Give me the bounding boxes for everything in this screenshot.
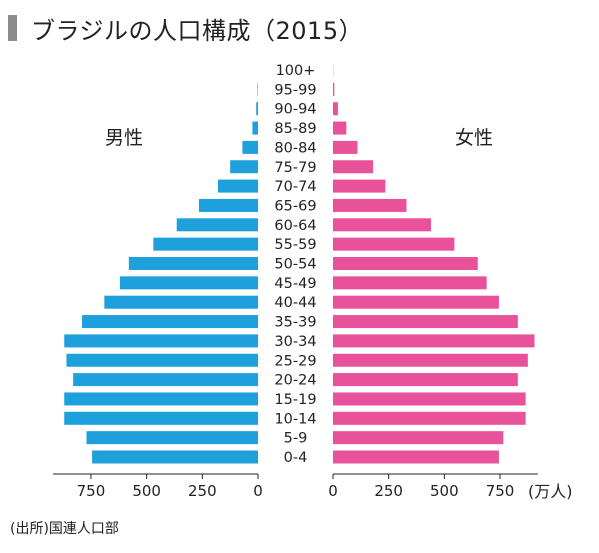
chart-title: ブラジルの人口構成（2015） bbox=[31, 16, 364, 45]
age-label-20-24: 20-24 bbox=[274, 373, 316, 389]
male-bar-5-9 bbox=[86, 431, 258, 445]
age-label-85-89: 85-89 bbox=[274, 121, 316, 137]
age-labels: 0-4 5-9 10-14 15-19 20-24 25-29 30-34 35-39 40-4… bbox=[274, 63, 316, 466]
female-bar-60-64 bbox=[333, 218, 431, 232]
age-label-40-44: 40-44 bbox=[274, 295, 316, 311]
age-label-5-9: 5-9 bbox=[284, 431, 308, 447]
unit-label: (万人) bbox=[528, 482, 573, 501]
age-label-25-29: 25-29 bbox=[274, 353, 316, 369]
age-label-0-4: 0-4 bbox=[284, 450, 308, 466]
tick-label-750: 750 bbox=[77, 482, 106, 500]
female-bar-75-79 bbox=[333, 160, 374, 174]
male-bar-75-79 bbox=[230, 160, 258, 174]
age-label-75-79: 75-79 bbox=[274, 160, 316, 176]
age-label-60-64: 60-64 bbox=[274, 218, 316, 234]
male-bar-80-84 bbox=[242, 140, 258, 154]
male-bar-55-59 bbox=[153, 237, 258, 251]
male-bar-65-69 bbox=[198, 198, 258, 212]
age-label-70-74: 70-74 bbox=[274, 179, 316, 195]
female-bar-20-24 bbox=[333, 373, 518, 387]
age-label-45-49: 45-49 bbox=[274, 276, 316, 292]
female-series-label: 女性 bbox=[455, 127, 493, 149]
male-bar-85-89 bbox=[252, 121, 258, 135]
tick-label-500: 500 bbox=[132, 482, 161, 500]
age-label-80-84: 80-84 bbox=[274, 140, 316, 156]
male-bar-20-24 bbox=[73, 373, 258, 387]
male-bar-10-14 bbox=[64, 411, 258, 425]
tick-label-250: 250 bbox=[188, 482, 217, 500]
female-bar-25-29 bbox=[333, 353, 528, 367]
age-label-55-59: 55-59 bbox=[274, 237, 316, 253]
age-label-95-99: 95-99 bbox=[274, 82, 316, 98]
female-bar-90-94 bbox=[333, 102, 338, 116]
tick-label-0: 0 bbox=[253, 482, 263, 500]
male-axis: 750 500 250 0 bbox=[53, 473, 263, 500]
female-bar-10-14 bbox=[333, 411, 526, 425]
female-bar-80-84 bbox=[333, 140, 358, 154]
age-label-50-54: 50-54 bbox=[274, 257, 316, 273]
female-bars bbox=[333, 63, 535, 464]
age-label-15-19: 15-19 bbox=[274, 392, 316, 408]
female-bar-95-99 bbox=[333, 82, 335, 96]
age-label-35-39: 35-39 bbox=[274, 315, 316, 331]
tick-label-250: 250 bbox=[374, 482, 403, 500]
male-bar-45-49 bbox=[119, 276, 259, 290]
female-bar-45-49 bbox=[333, 276, 487, 290]
male-bar-40-44 bbox=[104, 295, 258, 309]
female-bar-5-9 bbox=[333, 431, 504, 445]
female-axis: 0 250 500 750 bbox=[328, 473, 538, 500]
age-label-30-34: 30-34 bbox=[274, 334, 316, 350]
female-bar-55-59 bbox=[333, 237, 455, 251]
male-bar-50-54 bbox=[128, 257, 258, 270]
male-bar-70-74 bbox=[217, 179, 258, 193]
female-bar-85-89 bbox=[333, 121, 347, 135]
male-bar-0-4 bbox=[92, 450, 258, 464]
female-bar-30-34 bbox=[333, 334, 535, 348]
title-mark bbox=[8, 15, 17, 41]
title-bar: ブラジルの人口構成（2015） bbox=[8, 8, 363, 48]
female-bar-35-39 bbox=[333, 315, 518, 329]
female-bar-50-54 bbox=[333, 257, 478, 270]
female-bar-65-69 bbox=[333, 198, 407, 212]
age-label-100+: 100+ bbox=[276, 63, 316, 79]
tick-label-0: 0 bbox=[328, 482, 338, 500]
female-bar-40-44 bbox=[333, 295, 499, 309]
male-bar-30-34 bbox=[64, 334, 258, 348]
age-label-65-69: 65-69 bbox=[274, 198, 316, 214]
male-bar-60-64 bbox=[176, 218, 258, 232]
male-bar-35-39 bbox=[82, 315, 258, 329]
female-bar-15-19 bbox=[333, 392, 526, 406]
male-bar-90-94 bbox=[256, 102, 258, 116]
male-bar-15-19 bbox=[64, 392, 258, 406]
tick-label-750: 750 bbox=[486, 482, 515, 500]
male-bars bbox=[64, 82, 259, 464]
source-note: (出所)国連人口部 bbox=[10, 521, 119, 537]
age-label-10-14: 10-14 bbox=[274, 411, 316, 427]
tick-label-500: 500 bbox=[430, 482, 459, 500]
male-bar-25-29 bbox=[66, 353, 258, 367]
male-series-label: 男性 bbox=[105, 127, 143, 149]
female-bar-0-4 bbox=[333, 450, 499, 464]
age-label-90-94: 90-94 bbox=[274, 102, 316, 118]
female-bar-70-74 bbox=[333, 179, 386, 193]
